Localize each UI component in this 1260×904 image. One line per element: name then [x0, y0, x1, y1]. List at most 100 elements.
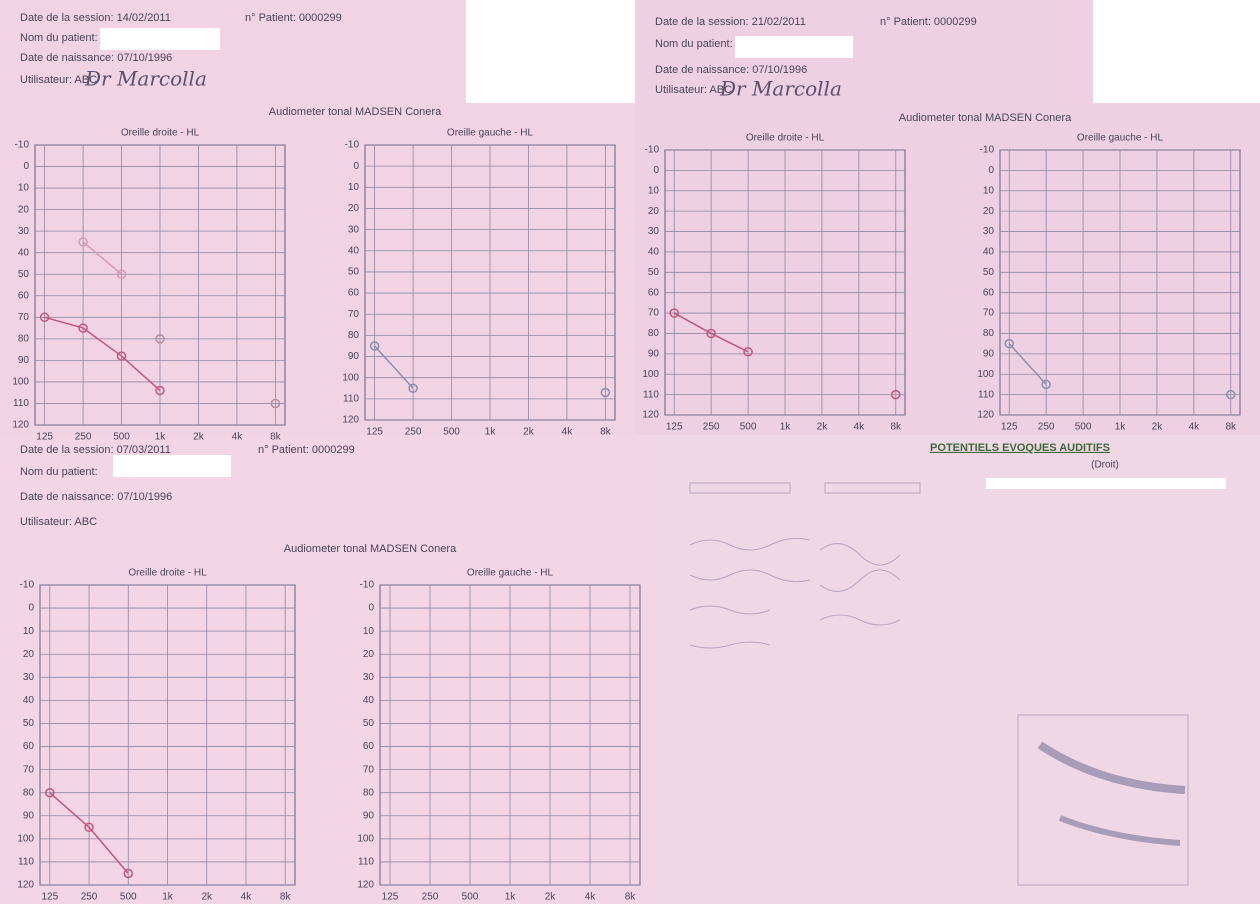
pea-title: POTENTIELS EVOQUES AUDITIFS — [930, 442, 1110, 454]
y-tick-label: 0 — [23, 161, 29, 172]
pea-traces — [689, 482, 1189, 886]
y-tick-label: 120 — [977, 410, 994, 421]
x-tick-label: 1k — [162, 892, 174, 903]
chart-title: Oreille droite - HL — [128, 568, 207, 579]
y-tick-label: 110 — [358, 857, 374, 868]
y-tick-label: 120 — [642, 410, 659, 421]
y-tick-label: 100 — [12, 377, 29, 388]
x-tick-label: 500 — [462, 892, 479, 903]
x-tick-label: 2k — [1152, 422, 1164, 433]
y-tick-label: 100 — [642, 369, 659, 380]
x-tick-label: 8k — [890, 422, 902, 433]
data-point — [1041, 379, 1051, 390]
y-tick-label: -10 — [360, 580, 375, 591]
x-tick-label: 8k — [270, 432, 282, 443]
y-tick-label: -10 — [15, 140, 30, 151]
x-tick-label: 125 — [366, 427, 383, 438]
y-tick-label: 70 — [648, 308, 660, 319]
y-tick-label: 40 — [983, 247, 995, 258]
y-tick-label: 20 — [23, 649, 35, 660]
data-point — [116, 351, 127, 361]
y-tick-label: 0 — [653, 165, 659, 176]
x-tick-label: 250 — [703, 422, 720, 433]
device-title: Audiometer tonal MADSEN Conera — [899, 112, 1072, 124]
data-point — [706, 328, 716, 339]
chart-title: Oreille gauche - HL — [1077, 133, 1164, 144]
data-point — [1226, 389, 1236, 400]
data-point — [408, 383, 418, 394]
y-tick-label: 100 — [17, 833, 34, 844]
x-tick-label: 250 — [75, 432, 92, 443]
x-tick-label: 8k — [625, 892, 637, 903]
x-tick-label: 250 — [1038, 422, 1055, 433]
y-tick-label: 0 — [368, 603, 374, 614]
y-tick-label: 120 — [17, 880, 34, 891]
y-tick-label: 10 — [363, 626, 375, 637]
y-tick-label: 50 — [983, 267, 995, 278]
x-tick-label: 2k — [193, 432, 205, 443]
y-tick-label: 110 — [643, 389, 659, 400]
y-tick-label: 40 — [18, 247, 30, 258]
y-tick-label: 100 — [342, 372, 359, 383]
y-tick-label: 80 — [363, 787, 375, 798]
data-point — [369, 341, 380, 351]
y-tick-label: -10 — [20, 580, 35, 591]
y-tick-label: 30 — [348, 224, 360, 235]
chart-title: Oreille droite - HL — [746, 133, 825, 144]
user: Utilisateur: ABC — [20, 516, 97, 528]
data-point — [743, 347, 753, 357]
data-point — [669, 308, 679, 318]
x-tick-label: 250 — [81, 892, 98, 903]
x-tick-label: 1k — [780, 422, 792, 433]
patient-number: n° Patient: 0000299 — [245, 12, 342, 24]
x-tick-label: 1k — [1115, 422, 1127, 433]
y-tick-label: 110 — [18, 857, 34, 868]
y-tick-label: 10 — [648, 185, 660, 196]
y-tick-label: 60 — [348, 288, 360, 299]
data-point — [155, 385, 165, 396]
y-tick-label: 40 — [363, 695, 375, 706]
y-tick-label: 50 — [23, 718, 35, 729]
y-tick-label: 10 — [348, 182, 360, 193]
y-tick-label: 110 — [978, 389, 994, 400]
y-tick-label: 120 — [342, 415, 359, 426]
birth-date: Date de naissance: 07/10/1996 — [20, 52, 172, 64]
x-tick-label: 500 — [113, 432, 130, 443]
x-tick-label: 2k — [545, 892, 557, 903]
data-point — [270, 398, 281, 409]
redaction — [100, 28, 220, 50]
y-tick-label: -10 — [345, 140, 360, 151]
data-point — [84, 822, 94, 833]
data-point — [600, 387, 611, 398]
patient-name-label: Nom du patient: — [20, 32, 98, 44]
y-tick-label: 60 — [648, 287, 660, 298]
x-tick-label: 125 — [1001, 422, 1018, 433]
y-tick-label: 30 — [23, 672, 35, 683]
redaction — [735, 36, 853, 58]
y-tick-label: 90 — [348, 351, 360, 362]
series-line — [374, 345, 414, 389]
birth-date: Date de naissance: 07/10/1996 — [20, 491, 172, 503]
birth-date: Date de naissance: 07/10/1996 — [655, 64, 807, 76]
blank-area — [466, 0, 635, 103]
y-tick-label: 10 — [23, 626, 35, 637]
patient-number: n° Patient: 0000299 — [880, 16, 977, 28]
patient-number: n° Patient: 0000299 — [258, 444, 355, 456]
y-tick-label: 60 — [18, 290, 30, 301]
chart-title: Oreille droite - HL — [121, 128, 200, 139]
chart-title: Oreille gauche - HL — [447, 128, 534, 139]
y-tick-label: 30 — [983, 226, 995, 237]
y-tick-label: 110 — [343, 393, 359, 404]
y-tick-label: 70 — [23, 764, 35, 775]
y-tick-label: 0 — [988, 165, 994, 176]
y-tick-label: 90 — [648, 348, 660, 359]
y-tick-label: 20 — [648, 206, 660, 217]
y-tick-label: 10 — [18, 183, 30, 194]
pea-subtitle: (Droit) — [1091, 460, 1119, 471]
x-tick-label: 125 — [666, 422, 683, 433]
y-tick-label: 60 — [23, 741, 35, 752]
y-tick-label: 90 — [23, 810, 35, 821]
y-tick-label: 40 — [648, 247, 660, 258]
data-point — [116, 269, 127, 279]
